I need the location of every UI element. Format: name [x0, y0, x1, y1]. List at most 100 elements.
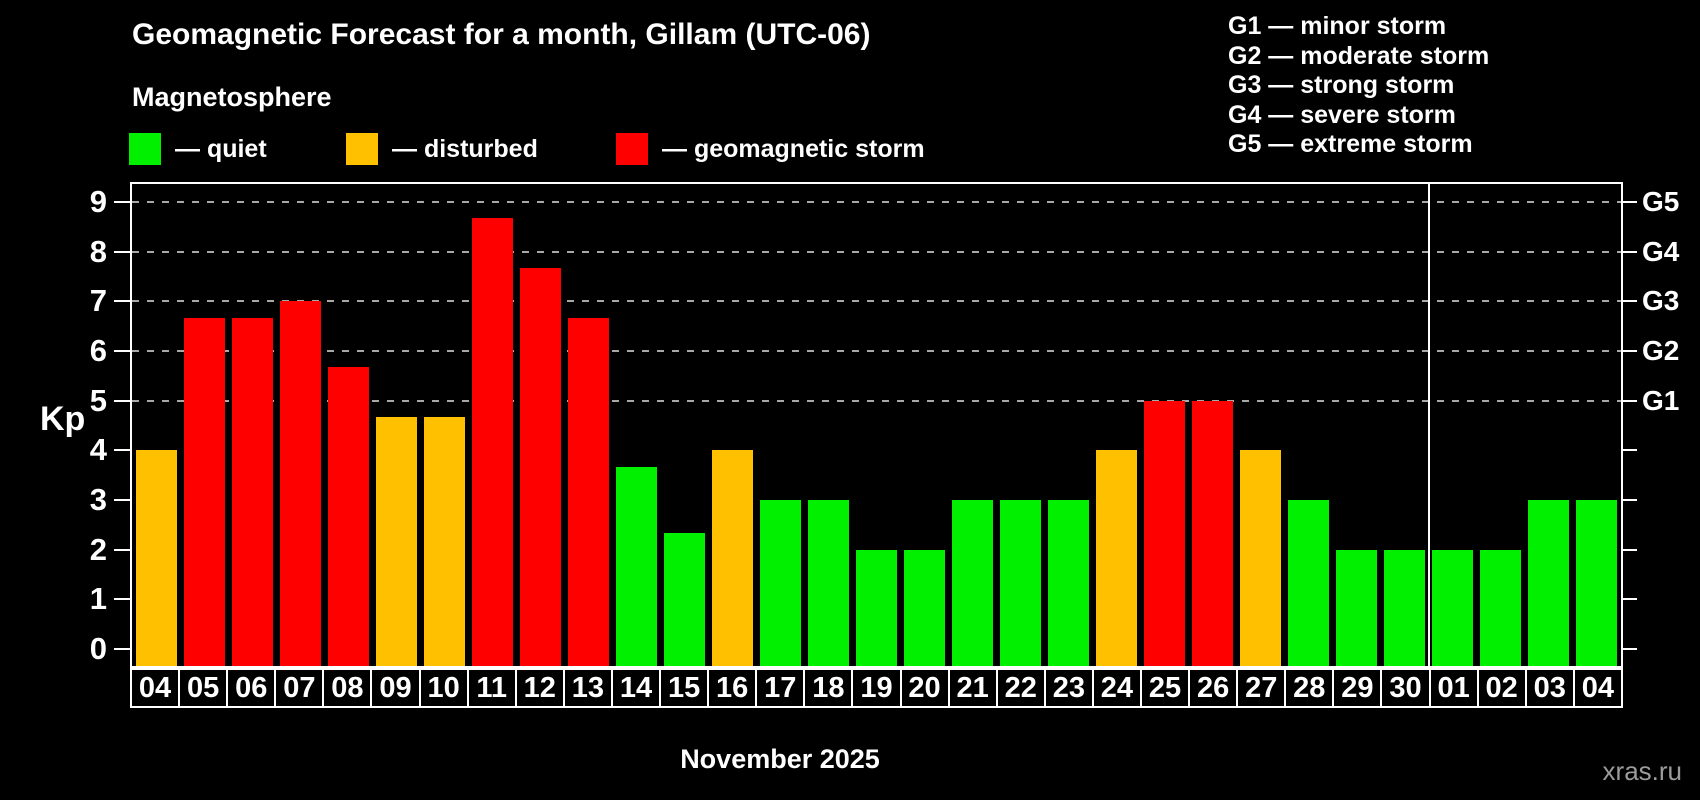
- legend-label-storm: — geomagnetic storm: [662, 134, 925, 163]
- day-label-21: 21: [947, 670, 996, 706]
- day-label-01-dec: 01: [1428, 670, 1477, 706]
- g-scale-legend: G1 — minor storm G2 — moderate storm G3 …: [1228, 12, 1489, 160]
- y-axis-tick-3: [114, 498, 130, 501]
- right-axis-tick-4: [1621, 449, 1637, 452]
- day-label-27: 27: [1236, 670, 1284, 706]
- y-tick-label-5: 5: [89, 382, 107, 418]
- right-axis-tick-2: [1621, 548, 1637, 551]
- day-label-14: 14: [610, 670, 659, 706]
- day-label-11: 11: [466, 670, 515, 706]
- right-axis-tick-3: [1621, 498, 1637, 501]
- bar-day-23: [1048, 500, 1090, 666]
- day-label-02-dec: 02: [1476, 670, 1525, 706]
- y-axis-tick-4: [114, 449, 130, 452]
- legend-label-disturbed: — disturbed: [392, 134, 538, 163]
- y-tick-label-0: 0: [89, 631, 107, 666]
- bar-day-09: [375, 417, 417, 666]
- day-label-26: 26: [1188, 670, 1236, 706]
- bar-day-08: [327, 367, 369, 666]
- day-label-18: 18: [803, 670, 851, 706]
- bar-day-01: [1432, 549, 1474, 666]
- day-label-29: 29: [1332, 670, 1380, 706]
- y-tick-label-1: 1: [89, 581, 107, 617]
- y-tick-label-9: 9: [89, 183, 107, 219]
- bar-day-21: [952, 500, 994, 666]
- disturbed-color-swatch: [346, 133, 378, 165]
- y-axis-label: Kp: [40, 400, 86, 438]
- day-label-15: 15: [659, 670, 707, 706]
- gridline-kp7: [132, 300, 1621, 303]
- bar-day-14: [615, 466, 657, 666]
- right-axis-tick-9: [1621, 200, 1637, 203]
- day-label-30: 30: [1380, 670, 1428, 706]
- bar-day-29: [1336, 549, 1378, 666]
- month-boundary-line: [1427, 184, 1430, 666]
- bar-day-20: [904, 549, 946, 666]
- bar-day-26: [1192, 400, 1234, 666]
- gridline-kp8: [132, 250, 1621, 253]
- y-axis-tick-2: [114, 548, 130, 551]
- bar-day-04: [1576, 500, 1618, 666]
- g-level-label-g3: G3: [1642, 285, 1680, 317]
- day-label-17: 17: [755, 670, 803, 706]
- y-tick-label-2: 2: [89, 531, 107, 567]
- g-level-label-g1: G1: [1642, 384, 1680, 416]
- day-label-28: 28: [1284, 670, 1332, 706]
- y-tick-label-7: 7: [89, 283, 107, 319]
- y-axis-tick-0: [114, 648, 130, 650]
- right-axis-tick-1: [1621, 598, 1637, 601]
- y-axis-tick-9: [114, 200, 130, 203]
- legend-label-quiet: — quiet: [175, 134, 267, 163]
- page-title: Geomagnetic Forecast for a month, Gillam…: [132, 18, 871, 51]
- legend-item-quiet: — quiet: [129, 133, 267, 165]
- bar-day-05: [183, 317, 225, 666]
- day-label-20: 20: [899, 670, 948, 706]
- day-label-09: 09: [370, 670, 418, 706]
- g-level-label-g4: G4: [1642, 235, 1680, 267]
- bar-day-27: [1240, 450, 1282, 666]
- y-axis-tick-1: [114, 598, 130, 601]
- day-label-06: 06: [226, 670, 274, 706]
- right-axis-tick-5: [1621, 399, 1637, 402]
- x-axis-day-row: 04 05 06 07 08 09 10 11 12 13 14 15 16 17 18 19 20 21 22 23…: [130, 668, 1623, 708]
- day-label-25: 25: [1139, 670, 1188, 706]
- day-label-10: 10: [418, 670, 467, 706]
- y-axis-tick-5: [114, 399, 130, 402]
- bar-day-30: [1384, 549, 1426, 666]
- bar-day-22: [1000, 500, 1042, 666]
- day-label-24: 24: [1091, 670, 1140, 706]
- g3-legend-line: G3 — strong storm: [1228, 71, 1455, 99]
- gridline-kp6: [132, 349, 1621, 352]
- bar-day-03: [1528, 500, 1570, 666]
- bar-day-06: [231, 317, 273, 666]
- right-axis-tick-0: [1621, 648, 1637, 650]
- y-tick-label-8: 8: [89, 233, 107, 269]
- bar-day-17: [759, 500, 801, 666]
- bar-day-24: [1096, 450, 1138, 666]
- y-tick-label-4: 4: [89, 432, 107, 468]
- bar-day-13: [567, 317, 609, 666]
- bar-day-15: [663, 533, 705, 666]
- day-label-03-dec: 03: [1524, 670, 1573, 706]
- day-label-16: 16: [707, 670, 755, 706]
- g2-legend-line: G2 — moderate storm: [1228, 41, 1490, 70]
- y-tick-label-3: 3: [89, 481, 107, 517]
- x-axis-month-label: November 2025: [680, 744, 880, 774]
- day-label-05: 05: [178, 670, 226, 706]
- gridline-kp5: [132, 399, 1621, 402]
- bar-day-18: [807, 500, 849, 666]
- g-level-label-g5: G5: [1642, 185, 1680, 217]
- storm-color-swatch: [616, 133, 648, 165]
- quiet-color-swatch: [129, 133, 161, 165]
- day-label-04: 04: [138, 671, 172, 704]
- day-label-13: 13: [562, 670, 611, 706]
- bar-day-16: [711, 450, 753, 666]
- bar-day-02: [1480, 549, 1522, 666]
- g-level-label-g2: G2: [1642, 334, 1680, 366]
- day-label-22: 22: [995, 670, 1044, 706]
- watermark: xras.ru: [1602, 756, 1682, 786]
- g4-legend-line: G4 — severe storm: [1228, 100, 1456, 129]
- y-axis-tick-6: [114, 349, 130, 352]
- bar-day-11: [471, 218, 513, 666]
